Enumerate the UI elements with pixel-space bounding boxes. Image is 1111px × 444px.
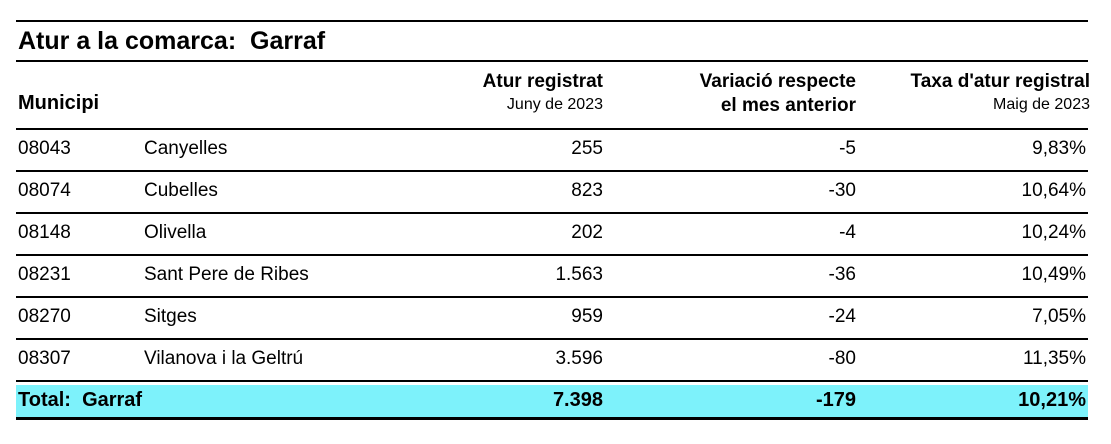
municipi-code: 08148 [18, 222, 71, 243]
total-variacio-value: -179 [815, 389, 856, 411]
total-atur-value: 7.398 [552, 389, 603, 411]
table-row: 08231 Sant Pere de Ribes 1.563 -36 10,49… [16, 256, 1088, 298]
header-var-label-2: el mes anterior [720, 95, 856, 116]
municipi-code: 08043 [18, 138, 71, 159]
municipi-code: 08270 [18, 306, 71, 327]
variacio-value: -36 [828, 264, 856, 285]
total-taxa-value: 10,21% [1018, 389, 1086, 411]
taxa-value: 10,24% [1021, 222, 1086, 243]
header-taxa-label: Taxa d'atur registral [910, 71, 1090, 92]
atur-value: 823 [571, 180, 603, 201]
table-row: 08074 Cubelles 823 -30 10,64% [16, 172, 1088, 214]
atur-value: 202 [571, 222, 603, 243]
atur-value: 255 [571, 138, 603, 159]
variacio-value: -4 [839, 222, 856, 243]
municipi-code: 08074 [18, 180, 71, 201]
header-taxa-sub: Maig de 2023 [993, 96, 1090, 113]
municipi-code: 08231 [18, 264, 71, 285]
header-atur-label: Atur registrat [482, 71, 603, 92]
atur-value: 3.596 [555, 348, 603, 369]
municipi-code: 08307 [18, 348, 71, 369]
taxa-value: 10,64% [1021, 180, 1086, 201]
municipi-name: Olivella [144, 222, 207, 243]
taxa-value: 11,35% [1022, 348, 1086, 369]
total-label: Total: Garraf [18, 389, 143, 411]
municipi-name: Sant Pere de Ribes [144, 264, 309, 285]
table-header: Municipi Atur registrat Juny de 2023 Var… [16, 60, 1090, 128]
taxa-value: 10,49% [1021, 264, 1086, 285]
header-municipi: Municipi [18, 92, 100, 114]
total-row: Total: Garraf 7.398 -179 10,21% [16, 385, 1088, 420]
taxa-value: 9,83% [1032, 138, 1086, 159]
table-row: 08270 Sitges 959 -24 7,05% [16, 298, 1088, 340]
table-row: 08043 Canyelles 255 -5 9,83% [16, 130, 1088, 172]
variacio-value: -30 [828, 180, 856, 201]
atur-value: 1.563 [555, 264, 603, 285]
taxa-value: 7,05% [1032, 306, 1086, 327]
header-var-label-1: Variació respecte [699, 71, 856, 92]
table-title-bar: Atur a la comarca: Garraf [16, 20, 1088, 60]
municipi-name: Vilanova i la Geltrú [144, 348, 304, 369]
atur-value: 959 [571, 306, 603, 327]
header-atur-sub: Juny de 2023 [506, 96, 603, 113]
table-title: Atur a la comarca: Garraf [18, 27, 326, 55]
table-row: 08148 Olivella 202 -4 10,24% [16, 214, 1088, 256]
header-taxa: Taxa d'atur registral Maig de 2023 [911, 70, 1090, 116]
header-atur-registrat: Atur registrat Juny de 2023 [483, 70, 603, 116]
municipi-name: Cubelles [144, 180, 218, 201]
variacio-value: -5 [839, 138, 856, 159]
table-body: 08043 Canyelles 255 -5 9,83% 08074 Cubel… [16, 128, 1088, 382]
variacio-value: -80 [828, 348, 856, 369]
variacio-value: -24 [828, 306, 856, 327]
table-row: 08307 Vilanova i la Geltrú 3.596 -80 11,… [16, 340, 1088, 382]
municipi-name: Sitges [144, 306, 197, 327]
header-variacio: Variació respecte el mes anterior [700, 70, 856, 118]
unemployment-table: Atur a la comarca: Garraf Municipi Atur … [16, 20, 1090, 420]
municipi-name: Canyelles [144, 138, 228, 159]
